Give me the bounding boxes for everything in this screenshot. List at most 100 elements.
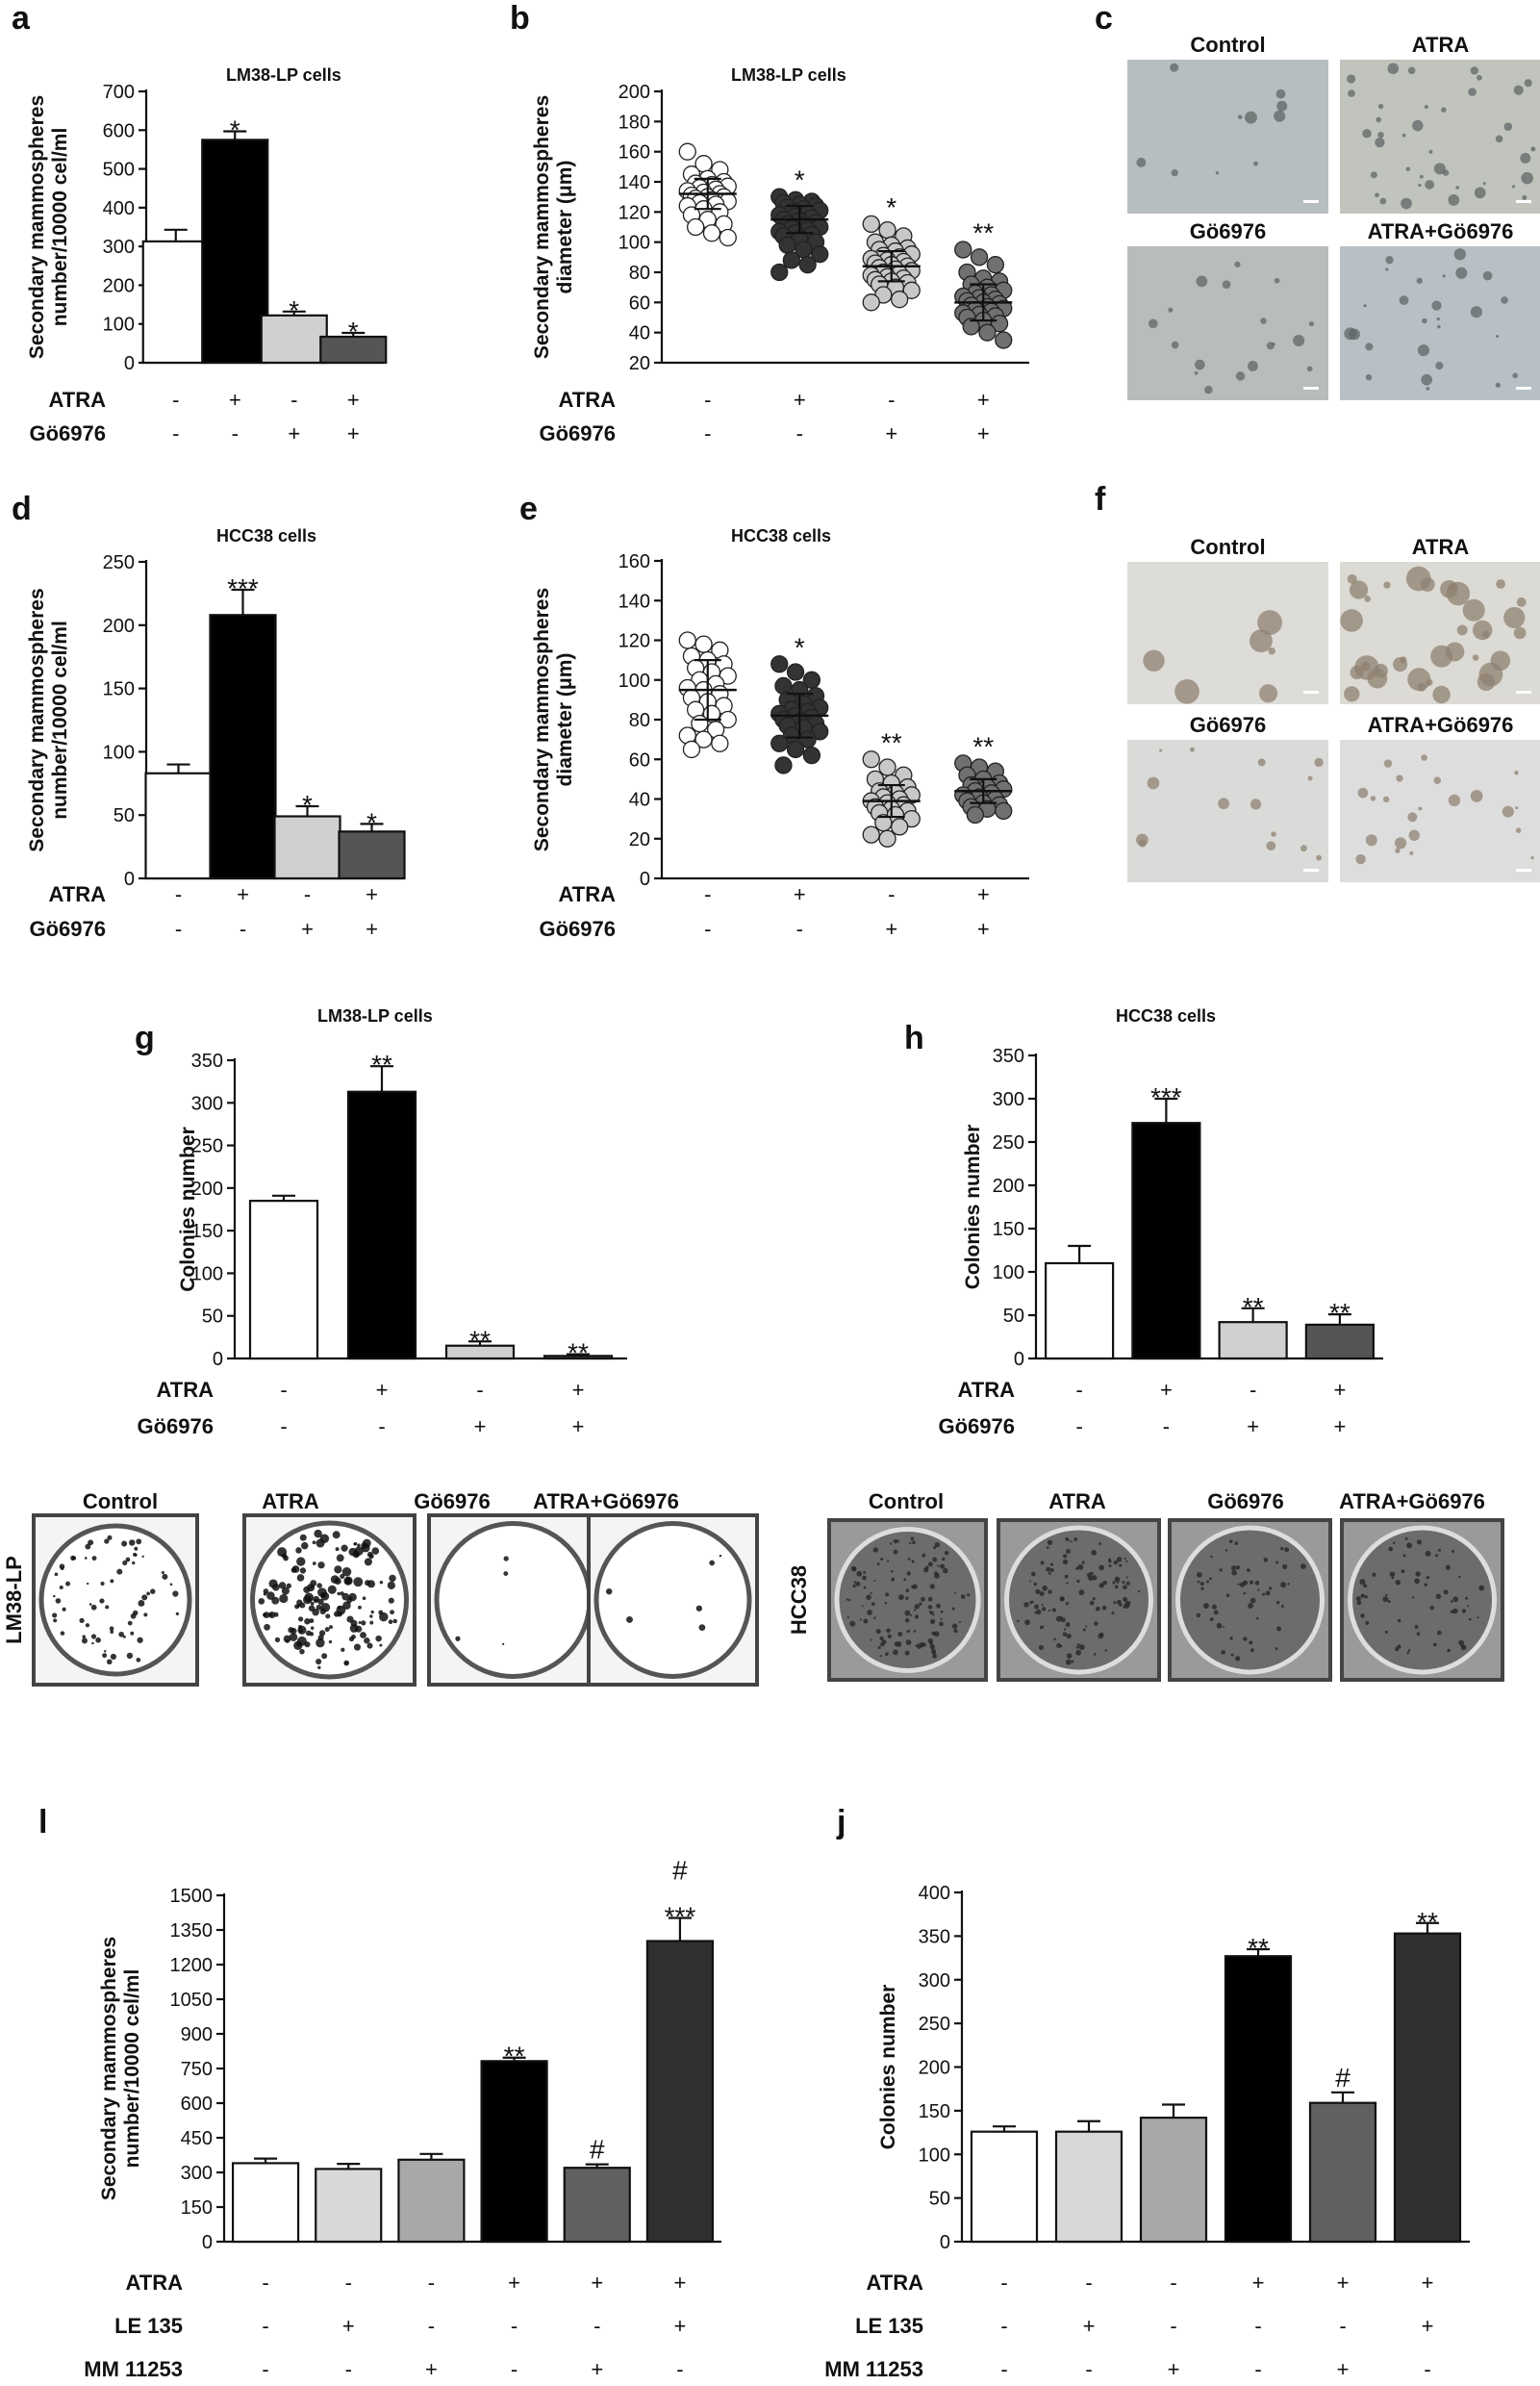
colony (1098, 1633, 1103, 1639)
colony (1384, 1630, 1388, 1634)
colony (389, 1574, 396, 1583)
hash-annotation: # (1335, 2063, 1351, 2093)
colony (932, 1613, 935, 1616)
colony (1017, 1619, 1020, 1623)
treatment-sign: - (888, 388, 895, 412)
treatment-sign: - (172, 421, 179, 445)
colony (279, 1593, 289, 1604)
bar (209, 614, 277, 880)
colony (375, 1635, 382, 1642)
treatment-sign: - (428, 2314, 435, 2338)
y-tick-label: 450 (181, 2128, 213, 2149)
colony (503, 1556, 509, 1561)
colony (958, 1620, 962, 1624)
colony (923, 1567, 929, 1573)
colony (136, 1538, 142, 1545)
mammosphere (1293, 334, 1305, 347)
colony (1249, 1640, 1253, 1645)
bar (1393, 1932, 1462, 2244)
treatment-label: Gö6976 (540, 917, 617, 941)
colony (82, 1635, 87, 1638)
colony (102, 1653, 108, 1659)
colony (268, 1579, 278, 1588)
hash-annotation: # (590, 2135, 605, 2165)
bar (543, 1355, 614, 1360)
mammosphere (1435, 362, 1444, 370)
y-tick-label: 300 (993, 1089, 1024, 1110)
treatment-label: ATRA (559, 882, 617, 906)
treatment-sign: + (288, 421, 300, 445)
colony (388, 1619, 393, 1625)
culture-dish (434, 1521, 593, 1679)
colony (1363, 1584, 1368, 1588)
treatment-sign: + (347, 388, 360, 412)
mammosphere (1363, 304, 1367, 308)
colony (871, 1602, 875, 1606)
data-point (902, 281, 921, 299)
y-tick-label: 50 (1003, 1306, 1024, 1327)
colony (85, 1623, 90, 1628)
y-tick-label: 200 (919, 2058, 950, 2079)
colony (1082, 1628, 1086, 1632)
mammosphere (1462, 598, 1485, 622)
data-point (862, 825, 880, 844)
colony (1360, 1613, 1365, 1618)
mammosphere (1271, 831, 1276, 837)
mammosphere (1250, 799, 1262, 810)
panel-letter-d: d (12, 491, 32, 527)
treatment-sign: - (1000, 2314, 1007, 2338)
colony (1059, 1644, 1063, 1648)
colony (1443, 1589, 1449, 1595)
colony (1216, 1622, 1223, 1629)
colony (79, 1617, 85, 1624)
mammosphere (1272, 342, 1275, 346)
colony (65, 1581, 71, 1586)
colony (125, 1557, 131, 1562)
colony (932, 1557, 938, 1562)
colony (1066, 1634, 1072, 1639)
colony (1452, 1549, 1455, 1553)
colony (1247, 1568, 1250, 1572)
colony (1280, 1604, 1284, 1608)
colony (146, 1591, 150, 1596)
colony (1300, 1563, 1306, 1569)
colony (320, 1602, 331, 1612)
micrographs: Control ATRA Gö6976 ATRA+Gö6976 Control ATRA G… (1127, 33, 1540, 882)
significance-stars: ** (568, 1338, 589, 1368)
treatment-label: Gö6976 (540, 421, 617, 445)
colony (944, 1550, 949, 1556)
colony (910, 1613, 913, 1617)
mammosphere (1377, 103, 1384, 110)
mammosphere (1235, 371, 1246, 381)
colony (298, 1625, 303, 1630)
colony (100, 1581, 105, 1586)
colony (137, 1637, 143, 1643)
colony (329, 1625, 333, 1630)
mammosphere (1476, 74, 1482, 81)
colony (719, 1554, 722, 1558)
colony (886, 1652, 889, 1655)
y-tick-label: 80 (629, 710, 650, 731)
colony (928, 1640, 933, 1645)
mammosphere (1136, 157, 1147, 167)
colony (1066, 1582, 1069, 1585)
colony (371, 1547, 380, 1555)
scale-bar (1516, 691, 1531, 694)
mammosphere (1274, 277, 1280, 284)
colony (880, 1641, 885, 1647)
colony (122, 1635, 126, 1638)
colony (90, 1604, 97, 1611)
colony (88, 1603, 92, 1606)
treatment-label: MM 11253 (824, 2357, 923, 2381)
colony (906, 1571, 911, 1576)
colony (1452, 1608, 1458, 1614)
mammosphere (1395, 848, 1401, 853)
colony (905, 1588, 910, 1592)
mammosphere (1395, 837, 1407, 850)
colony (1356, 1600, 1362, 1606)
colony (932, 1651, 936, 1655)
mammosphere (1401, 197, 1412, 210)
colony (1038, 1644, 1044, 1651)
mammosphere (1143, 649, 1165, 672)
mammosphere (1347, 74, 1356, 84)
